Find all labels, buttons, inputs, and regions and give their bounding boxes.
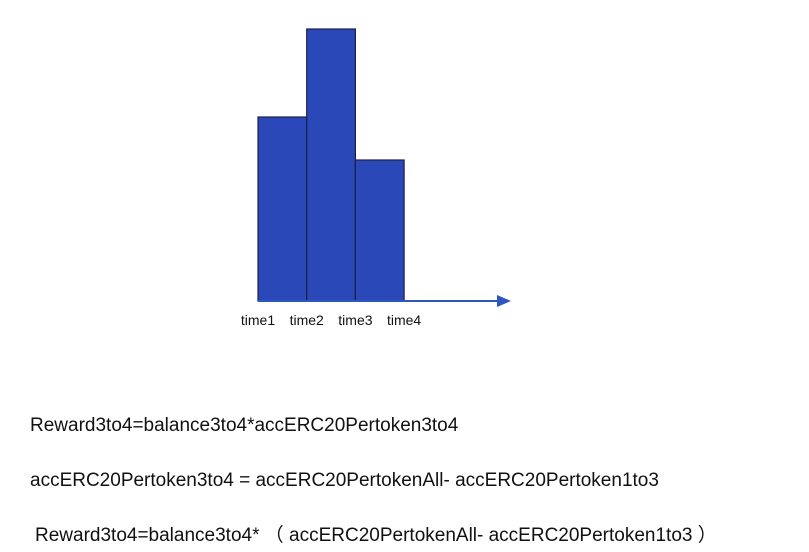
x-tick-label: time4 xyxy=(387,312,421,328)
formula: Reward3to4=balance3to4*accERC20Pertoken3… xyxy=(30,415,459,436)
formula: Reward3to4=balance3to4* （ accERC20Pertok… xyxy=(35,524,717,546)
formula: accERC20Pertoken3to4 = accERC20PertokenA… xyxy=(30,470,659,491)
axis-arrow xyxy=(497,295,511,307)
bar xyxy=(257,116,308,302)
bar xyxy=(306,28,357,302)
bar xyxy=(354,159,405,302)
x-tick-label: time1 xyxy=(241,312,275,328)
chart: time1 time2 time3 time4 xyxy=(241,28,421,328)
x-tick-label: time3 xyxy=(338,312,372,328)
x-tick-label: time2 xyxy=(290,312,324,328)
